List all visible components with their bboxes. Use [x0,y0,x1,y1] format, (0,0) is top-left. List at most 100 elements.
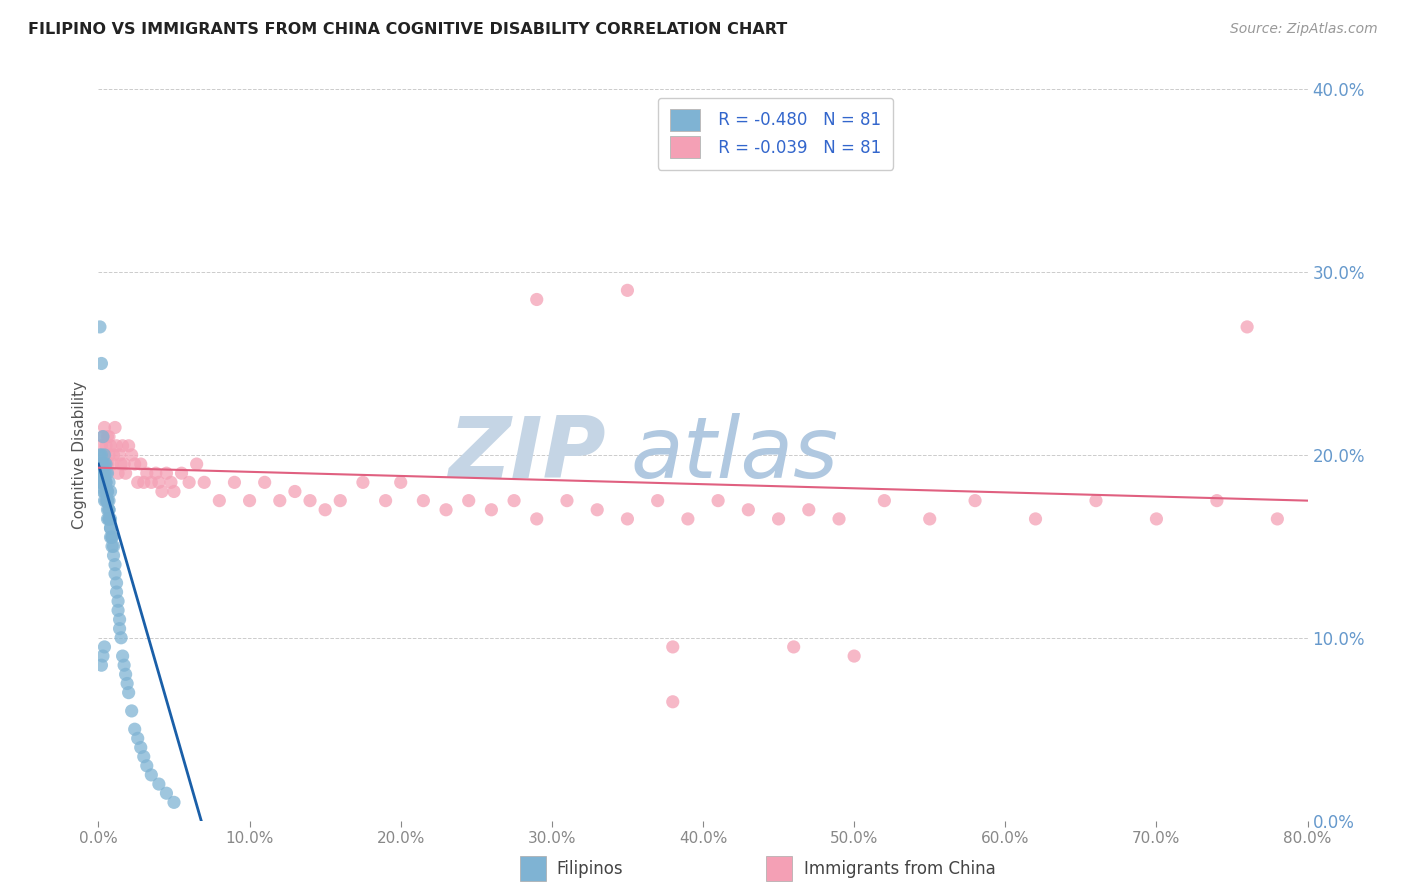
Point [94,475,117,490]
Point [526,512,548,526]
Point [98,502,121,516]
Point [707,493,730,508]
Point [269,493,291,508]
Point [170,466,193,480]
Point [90,475,112,490]
Point [224,475,246,490]
Point [94,457,117,471]
Point [89,457,111,471]
Point [90,439,112,453]
Point [284,484,307,499]
Point [374,493,396,508]
Point [94,457,117,471]
Point [91,430,114,444]
Point [100,439,122,453]
Text: ZIP: ZIP [449,413,606,497]
Point [91,475,114,490]
Point [108,622,131,636]
Point [110,457,132,471]
Point [503,493,526,508]
Point [104,420,127,434]
Point [121,704,143,718]
Point [434,502,457,516]
Point [105,576,128,591]
Point [96,493,118,508]
Point [127,731,149,746]
Point [108,613,131,627]
Point [101,457,124,471]
Point [208,493,231,508]
Point [100,521,122,535]
Point [96,466,118,480]
Point [112,457,135,471]
Point [96,484,118,499]
Point [98,475,121,490]
Point [96,430,118,444]
Point [100,521,122,535]
Legend:  R = -0.480   N = 81,  R = -0.039   N = 81: R = -0.480 N = 81, R = -0.039 N = 81 [658,97,893,169]
Point [132,749,155,764]
Point [239,493,262,508]
Point [98,512,121,526]
Point [127,475,149,490]
Point [797,502,820,516]
Point [121,448,143,462]
Point [89,475,111,490]
Point [107,594,129,608]
Point [104,566,127,581]
Point [193,475,215,490]
Point [329,493,352,508]
Point [965,493,987,508]
Point [96,484,118,499]
Point [96,457,118,471]
Point [93,466,115,480]
Point [616,512,638,526]
Point [873,493,896,508]
Point [89,448,111,462]
Point [98,512,121,526]
Point [89,320,111,334]
Point [94,475,117,490]
Point [98,502,121,516]
Point [186,457,208,471]
Point [94,439,117,453]
Point [105,585,128,599]
Point [141,475,163,490]
Point [1236,320,1258,334]
Point [828,512,851,526]
Point [412,493,434,508]
Point [586,502,609,516]
Point [101,530,124,544]
Point [163,796,186,810]
Point [108,448,131,462]
Point [662,640,685,654]
Point [90,356,112,371]
Point [93,484,115,499]
Point [90,658,112,673]
Point [160,475,183,490]
Point [100,484,122,499]
Point [111,439,134,453]
Point [104,558,127,572]
Point [737,502,759,516]
Point [98,430,121,444]
Point [352,475,374,490]
Point [91,466,114,480]
Point [103,549,125,563]
Point [91,457,114,471]
Text: atlas: atlas [630,413,838,497]
Point [148,475,170,490]
Point [105,439,128,453]
Point [253,475,276,490]
Point [676,146,699,161]
Point [96,512,118,526]
Point [91,484,114,499]
Point [100,530,122,544]
Point [93,640,115,654]
Point [1085,493,1108,508]
Point [93,448,115,462]
Point [94,493,117,508]
Point [91,466,114,480]
Point [101,530,124,544]
Point [114,466,136,480]
